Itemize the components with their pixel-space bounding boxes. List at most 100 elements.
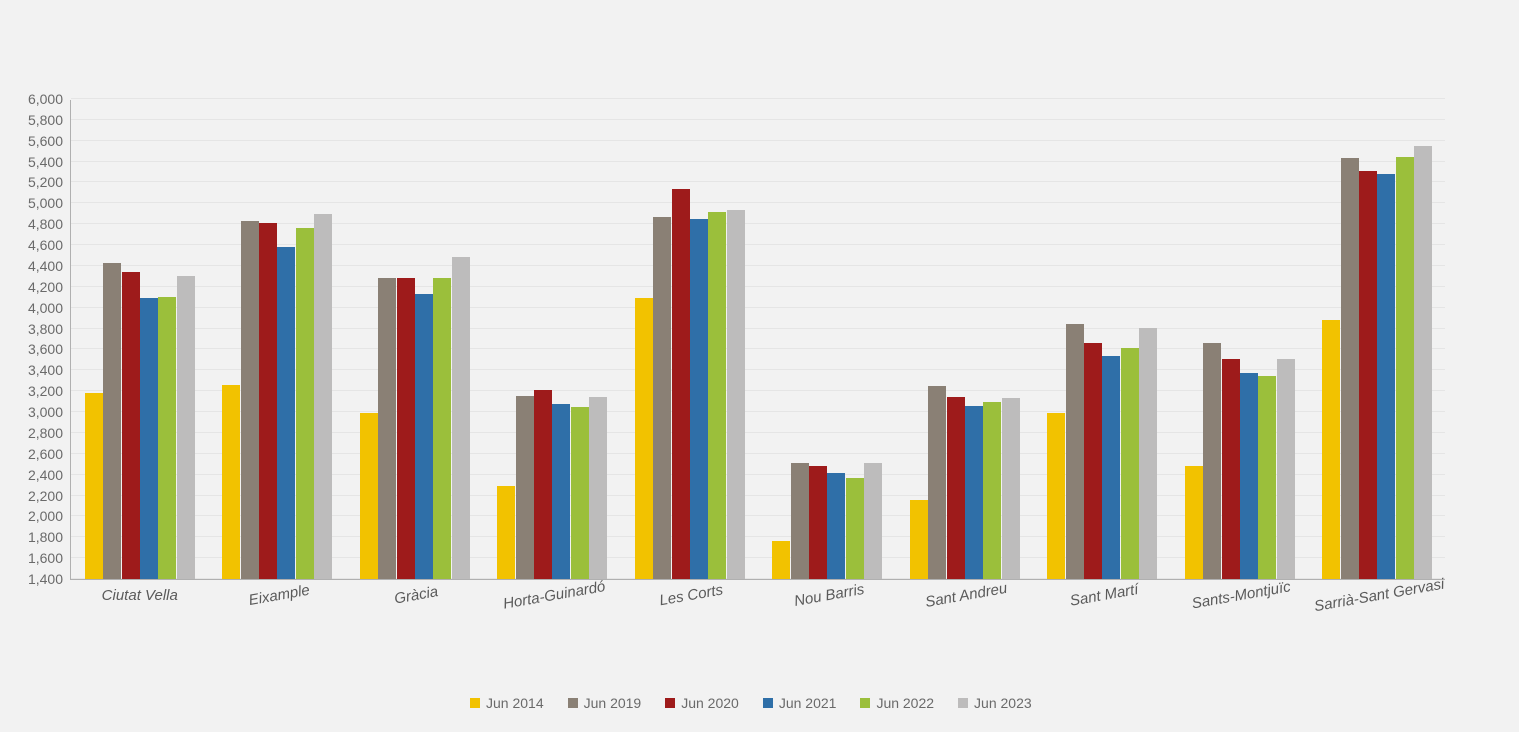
bar — [1047, 413, 1065, 579]
bar — [983, 402, 1001, 579]
legend-item: Jun 2021 — [763, 695, 837, 711]
bar — [415, 294, 433, 579]
bar — [140, 298, 158, 579]
y-tick-label: 1,800 — [28, 529, 63, 545]
y-tick-label: 3,200 — [28, 383, 63, 399]
y-tick-label: 4,600 — [28, 237, 63, 253]
bar — [122, 272, 140, 579]
y-tick-label: 1,400 — [28, 571, 63, 587]
bar — [433, 278, 451, 579]
y-tick-label: 4,400 — [28, 258, 63, 274]
x-tick-label: Ciutat Vella — [71, 587, 209, 604]
bar — [314, 214, 332, 579]
legend-item: Jun 2022 — [860, 695, 934, 711]
legend-swatch — [665, 698, 675, 708]
category-group: Gràcia — [346, 100, 484, 579]
legend-swatch — [958, 698, 968, 708]
legend-label: Jun 2020 — [681, 695, 739, 711]
category-group: Sarrià-Sant Gervasi — [1309, 100, 1447, 579]
bar — [497, 486, 515, 579]
x-tick-label: Horta-Guinardó — [485, 575, 623, 616]
bar — [259, 223, 277, 579]
y-tick-label: 3,400 — [28, 362, 63, 378]
y-tick-label: 5,200 — [28, 174, 63, 190]
bar — [1377, 174, 1395, 579]
x-tick-label: Sarrià-Sant Gervasi — [1310, 575, 1448, 616]
x-tick-label: Les Corts — [622, 575, 760, 616]
bar — [1084, 343, 1102, 579]
category-group: Sants-Montjuïc — [1171, 100, 1309, 579]
bar — [772, 541, 790, 579]
bar — [552, 404, 570, 579]
bar — [296, 228, 314, 579]
bar — [378, 278, 396, 579]
bar — [635, 298, 653, 579]
x-tick-label: Nou Barris — [760, 575, 898, 616]
x-tick-label: Eixample — [210, 575, 348, 616]
bar — [571, 407, 589, 579]
bar — [360, 413, 378, 579]
y-tick-label: 5,400 — [28, 154, 63, 170]
y-tick-label: 6,000 — [28, 91, 63, 107]
category-group: Sant Andreu — [896, 100, 1034, 579]
bar — [1341, 158, 1359, 579]
legend-label: Jun 2019 — [584, 695, 642, 711]
legend-label: Jun 2022 — [876, 695, 934, 711]
legend-label: Jun 2021 — [779, 695, 837, 711]
legend-swatch — [568, 698, 578, 708]
y-tick-label: 2,800 — [28, 425, 63, 441]
x-tick-label: Sant Martí — [1035, 575, 1173, 616]
bar — [241, 221, 259, 579]
bar — [1414, 146, 1432, 579]
category-group: Sant Martí — [1034, 100, 1172, 579]
bar — [1277, 359, 1295, 579]
y-gridline — [71, 98, 1445, 99]
bar — [708, 212, 726, 579]
bar — [672, 189, 690, 579]
legend-item: Jun 2023 — [958, 695, 1032, 711]
bar — [1203, 343, 1221, 579]
y-tick-label: 5,600 — [28, 133, 63, 149]
y-tick-label: 5,000 — [28, 195, 63, 211]
bar — [534, 390, 552, 579]
bar — [222, 385, 240, 579]
bar — [864, 463, 882, 579]
bar — [1121, 348, 1139, 579]
bar — [177, 276, 195, 579]
bar — [965, 406, 983, 579]
bar — [452, 257, 470, 579]
bar — [1396, 157, 1414, 579]
bar — [928, 386, 946, 579]
bar — [690, 219, 708, 579]
bar — [85, 393, 103, 579]
y-tick-label: 2,200 — [28, 488, 63, 504]
bar — [397, 278, 415, 579]
x-tick-label: Gràcia — [347, 575, 485, 616]
y-tick-label: 4,800 — [28, 216, 63, 232]
y-tick-label: 3,000 — [28, 404, 63, 420]
legend: Jun 2014 Jun 2019 Jun 2020 Jun 2021 Jun 2022… — [470, 695, 1032, 711]
bar — [809, 466, 827, 579]
x-tick-label: Sants-Montjuïc — [1172, 575, 1310, 616]
bar — [791, 463, 809, 579]
category-group: Les Corts — [621, 100, 759, 579]
bar — [910, 500, 928, 579]
y-tick-label: 3,600 — [28, 341, 63, 357]
y-tick-label: 4,200 — [28, 279, 63, 295]
category-group: Eixample — [209, 100, 347, 579]
y-tick-label: 4,000 — [28, 300, 63, 316]
bar — [103, 263, 121, 579]
bar — [1222, 359, 1240, 579]
legend-label: Jun 2023 — [974, 695, 1032, 711]
bar — [516, 396, 534, 579]
legend-label: Jun 2014 — [486, 695, 544, 711]
y-tick-label: 2,400 — [28, 467, 63, 483]
bar — [947, 397, 965, 579]
bar — [1240, 373, 1258, 579]
bar — [1002, 398, 1020, 579]
bar — [1102, 356, 1120, 579]
legend-swatch — [860, 698, 870, 708]
category-group: Ciutat Vella — [71, 100, 209, 579]
plot-area: 1,4001,6001,8002,0002,2002,4002,6002,800… — [70, 100, 1445, 580]
legend-item: Jun 2014 — [470, 695, 544, 711]
